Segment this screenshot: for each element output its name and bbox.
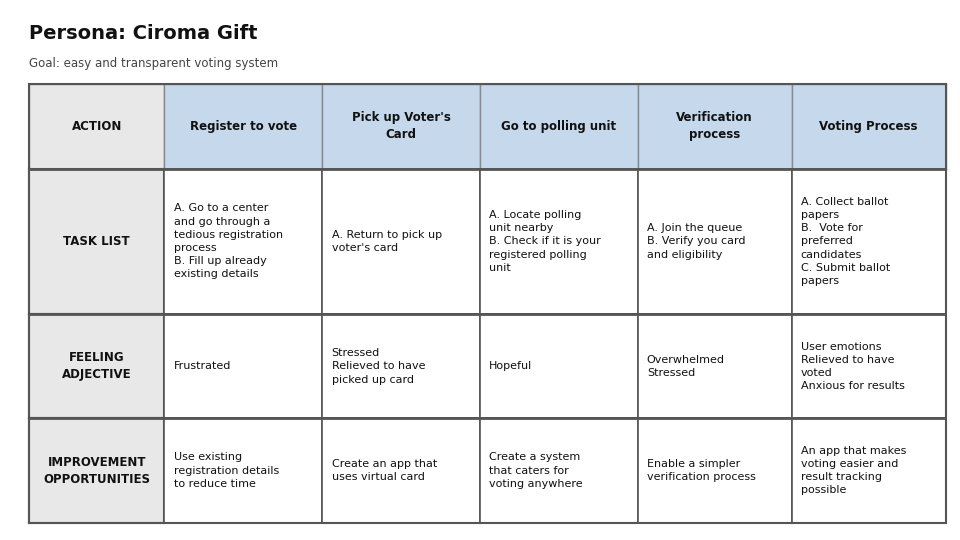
Text: Frustrated: Frustrated — [174, 361, 231, 372]
Text: Go to polling unit: Go to polling unit — [501, 120, 616, 133]
Text: An app that makes
voting easier and
result tracking
possible: An app that makes voting easier and resu… — [801, 446, 906, 495]
Text: Voting Process: Voting Process — [819, 120, 918, 133]
Text: Use existing
registration details
to reduce time: Use existing registration details to red… — [174, 453, 279, 489]
Text: A. Go to a center
and go through a
tedious registration
process
B. Fill up alrea: A. Go to a center and go through a tedio… — [174, 204, 283, 280]
Text: FEELING
ADJECTIVE: FEELING ADJECTIVE — [61, 352, 132, 381]
Text: Stressed
Relieved to have
picked up card: Stressed Relieved to have picked up card — [331, 348, 425, 384]
Text: A. Locate polling
unit nearby
B. Check if it is your
registered polling
unit: A. Locate polling unit nearby B. Check i… — [490, 210, 601, 273]
Text: IMPROVEMENT
OPPORTUNITIES: IMPROVEMENT OPPORTUNITIES — [43, 456, 150, 485]
Text: Overwhelmed
Stressed: Overwhelmed Stressed — [647, 355, 725, 378]
Text: Hopeful: Hopeful — [490, 361, 533, 372]
Text: Enable a simpler
verification process: Enable a simpler verification process — [647, 459, 756, 482]
Text: Verification
process: Verification process — [676, 111, 753, 141]
Text: A. Return to pick up
voter's card: A. Return to pick up voter's card — [331, 230, 442, 253]
Text: Create a system
that caters for
voting anywhere: Create a system that caters for voting a… — [490, 453, 583, 489]
Text: TASK LIST: TASK LIST — [63, 235, 130, 248]
Text: A. Collect ballot
papers
B.  Vote for
preferred
candidates
C. Submit ballot
pape: A. Collect ballot papers B. Vote for pre… — [801, 197, 890, 286]
Text: Goal: easy and transparent voting system: Goal: easy and transparent voting system — [29, 57, 278, 70]
Text: Create an app that
uses virtual card: Create an app that uses virtual card — [331, 459, 437, 482]
Text: Pick up Voter's
Card: Pick up Voter's Card — [351, 111, 450, 141]
Text: Persona: Ciroma Gift: Persona: Ciroma Gift — [29, 24, 257, 43]
Text: A. Join the queue
B. Verify you card
and eligibility: A. Join the queue B. Verify you card and… — [647, 223, 745, 260]
Text: ACTION: ACTION — [71, 120, 122, 133]
Bar — [29, 84, 946, 523]
Text: User emotions
Relieved to have
voted
Anxious for results: User emotions Relieved to have voted Anx… — [801, 341, 904, 391]
Text: Register to vote: Register to vote — [190, 120, 297, 133]
